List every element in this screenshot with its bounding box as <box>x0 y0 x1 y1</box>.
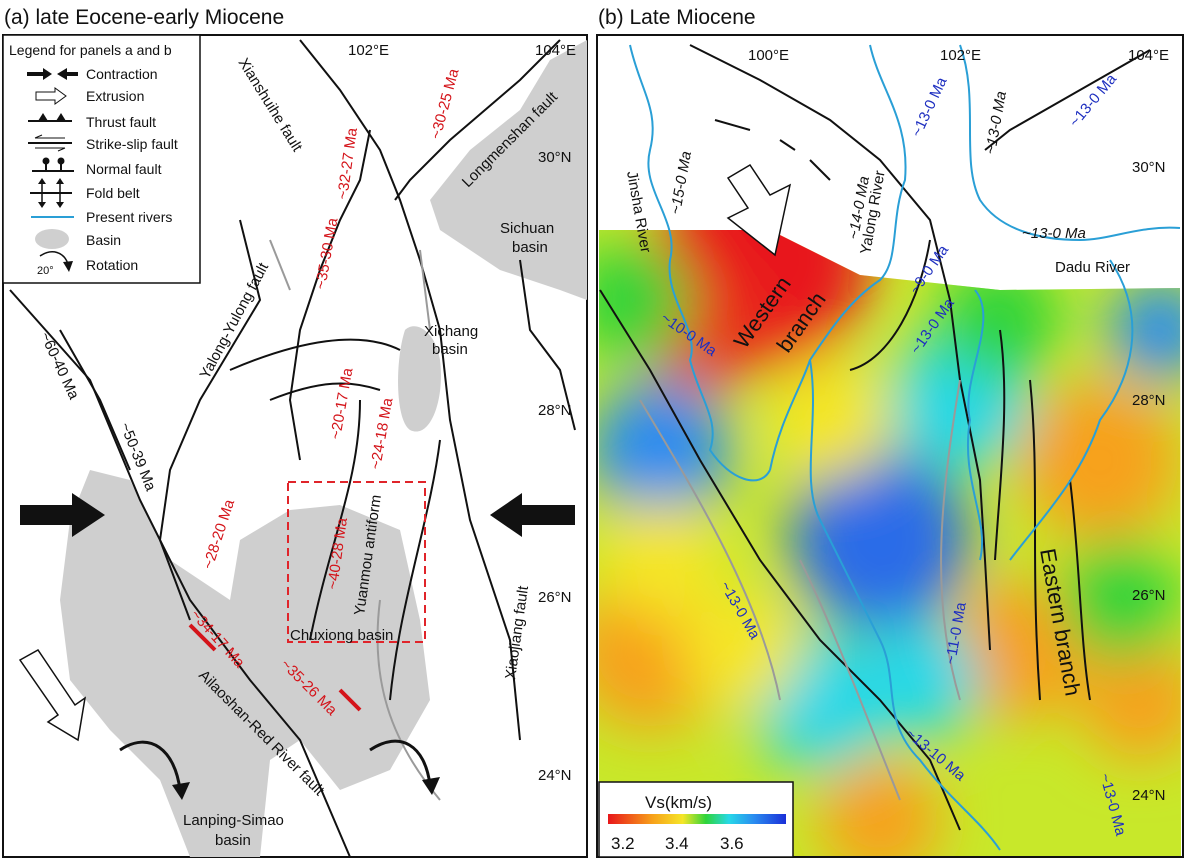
velocity-blob <box>820 760 940 856</box>
age-label: ~13-0 Ma <box>1022 225 1086 242</box>
panel-b-map <box>596 34 1184 858</box>
velocity-blob <box>680 590 800 710</box>
place-label: basin <box>512 239 548 256</box>
panel-a-title: (a) late Eocene-early Miocene <box>4 6 284 29</box>
coord-label: 24°N <box>1132 787 1166 804</box>
colorbar: Vs(km/s) 3.2 3.4 3.6 <box>598 781 794 858</box>
velocity-blob <box>790 450 970 630</box>
velocity-blob <box>1060 540 1180 660</box>
velocity-blob <box>600 500 720 620</box>
legend-label: Fold belt <box>86 185 140 201</box>
coord-label: 26°N <box>1132 587 1166 604</box>
coord-label: 24°N <box>538 767 572 784</box>
rotation-arrow-icon: 20° <box>37 251 73 277</box>
place-label: Xichang <box>424 323 478 340</box>
coord-label: 104°E <box>535 42 576 59</box>
coord-label: 26°N <box>538 589 572 606</box>
normal-fault-icon <box>32 157 74 172</box>
coord-label: 104°E <box>1128 47 1169 64</box>
legend-label: Contraction <box>86 66 158 82</box>
velocity-field <box>599 230 1181 856</box>
place-label: Lanping-Simao <box>183 812 284 829</box>
place-label: basin <box>215 832 251 849</box>
velocity-blob <box>1020 380 1180 540</box>
legend-label: Normal fault <box>86 161 162 177</box>
extrusion-arrow <box>726 163 792 257</box>
extrusion-arrow-icon <box>35 87 67 105</box>
coord-label: 102°E <box>940 47 981 64</box>
velocity-blob <box>770 360 890 480</box>
colorbar-tick: 3.6 <box>720 834 744 853</box>
place-label: basin <box>432 341 468 358</box>
sichuan-basin <box>430 40 587 300</box>
coord-label: 30°N <box>538 149 572 166</box>
coord-label: 28°N <box>1132 392 1166 409</box>
legend-label: Rotation <box>86 257 138 273</box>
place-label: Chuxiong basin <box>290 627 393 644</box>
legend-label: Strike-slip fault <box>86 136 178 152</box>
legend-label: Present rivers <box>86 209 172 225</box>
velocity-blob <box>950 580 1090 720</box>
contraction-arrows-icon <box>27 68 78 80</box>
place-label: Sichuan <box>500 220 554 237</box>
legend: Legend for panels a and b 20° Contractio… <box>2 34 201 284</box>
legend-label: Basin <box>86 232 121 248</box>
velocity-blob <box>940 260 1060 380</box>
contraction-arrow-left <box>20 493 105 537</box>
xichang-basin <box>398 326 441 432</box>
rotation-value: 20° <box>37 265 54 277</box>
coord-label: 28°N <box>538 402 572 419</box>
strike-slip-fault-icon <box>28 134 72 152</box>
fold-belt-icon <box>30 178 72 208</box>
colorbar-label: Vs(km/s) <box>645 793 712 812</box>
colorbar-tick: 3.4 <box>665 834 689 853</box>
legend-label: Thrust fault <box>86 114 156 130</box>
thrust-fault-icon <box>28 113 72 122</box>
velocity-blob <box>860 620 980 740</box>
coord-label: 102°E <box>348 42 389 59</box>
panel-b-title: (b) Late Miocene <box>598 6 756 29</box>
panel-a-map <box>2 34 588 858</box>
velocity-blob <box>1110 280 1181 380</box>
contraction-arrow-right <box>490 493 575 537</box>
velocity-blob <box>599 240 690 360</box>
coord-label: 30°N <box>1132 159 1166 176</box>
velocity-blob <box>1080 640 1181 760</box>
chuxiong-and-ailao-basin <box>60 470 430 857</box>
coord-label: 100°E <box>748 47 789 64</box>
colorbar-tick: 3.2 <box>611 834 635 853</box>
legend-title: Legend for panels a and b <box>9 42 172 58</box>
basin-shape-icon <box>35 229 69 249</box>
legend-label: Extrusion <box>86 88 144 104</box>
extrusion-arrow <box>18 649 87 742</box>
river-label: Dadu River <box>1055 259 1130 276</box>
velocity-blob <box>599 380 730 520</box>
